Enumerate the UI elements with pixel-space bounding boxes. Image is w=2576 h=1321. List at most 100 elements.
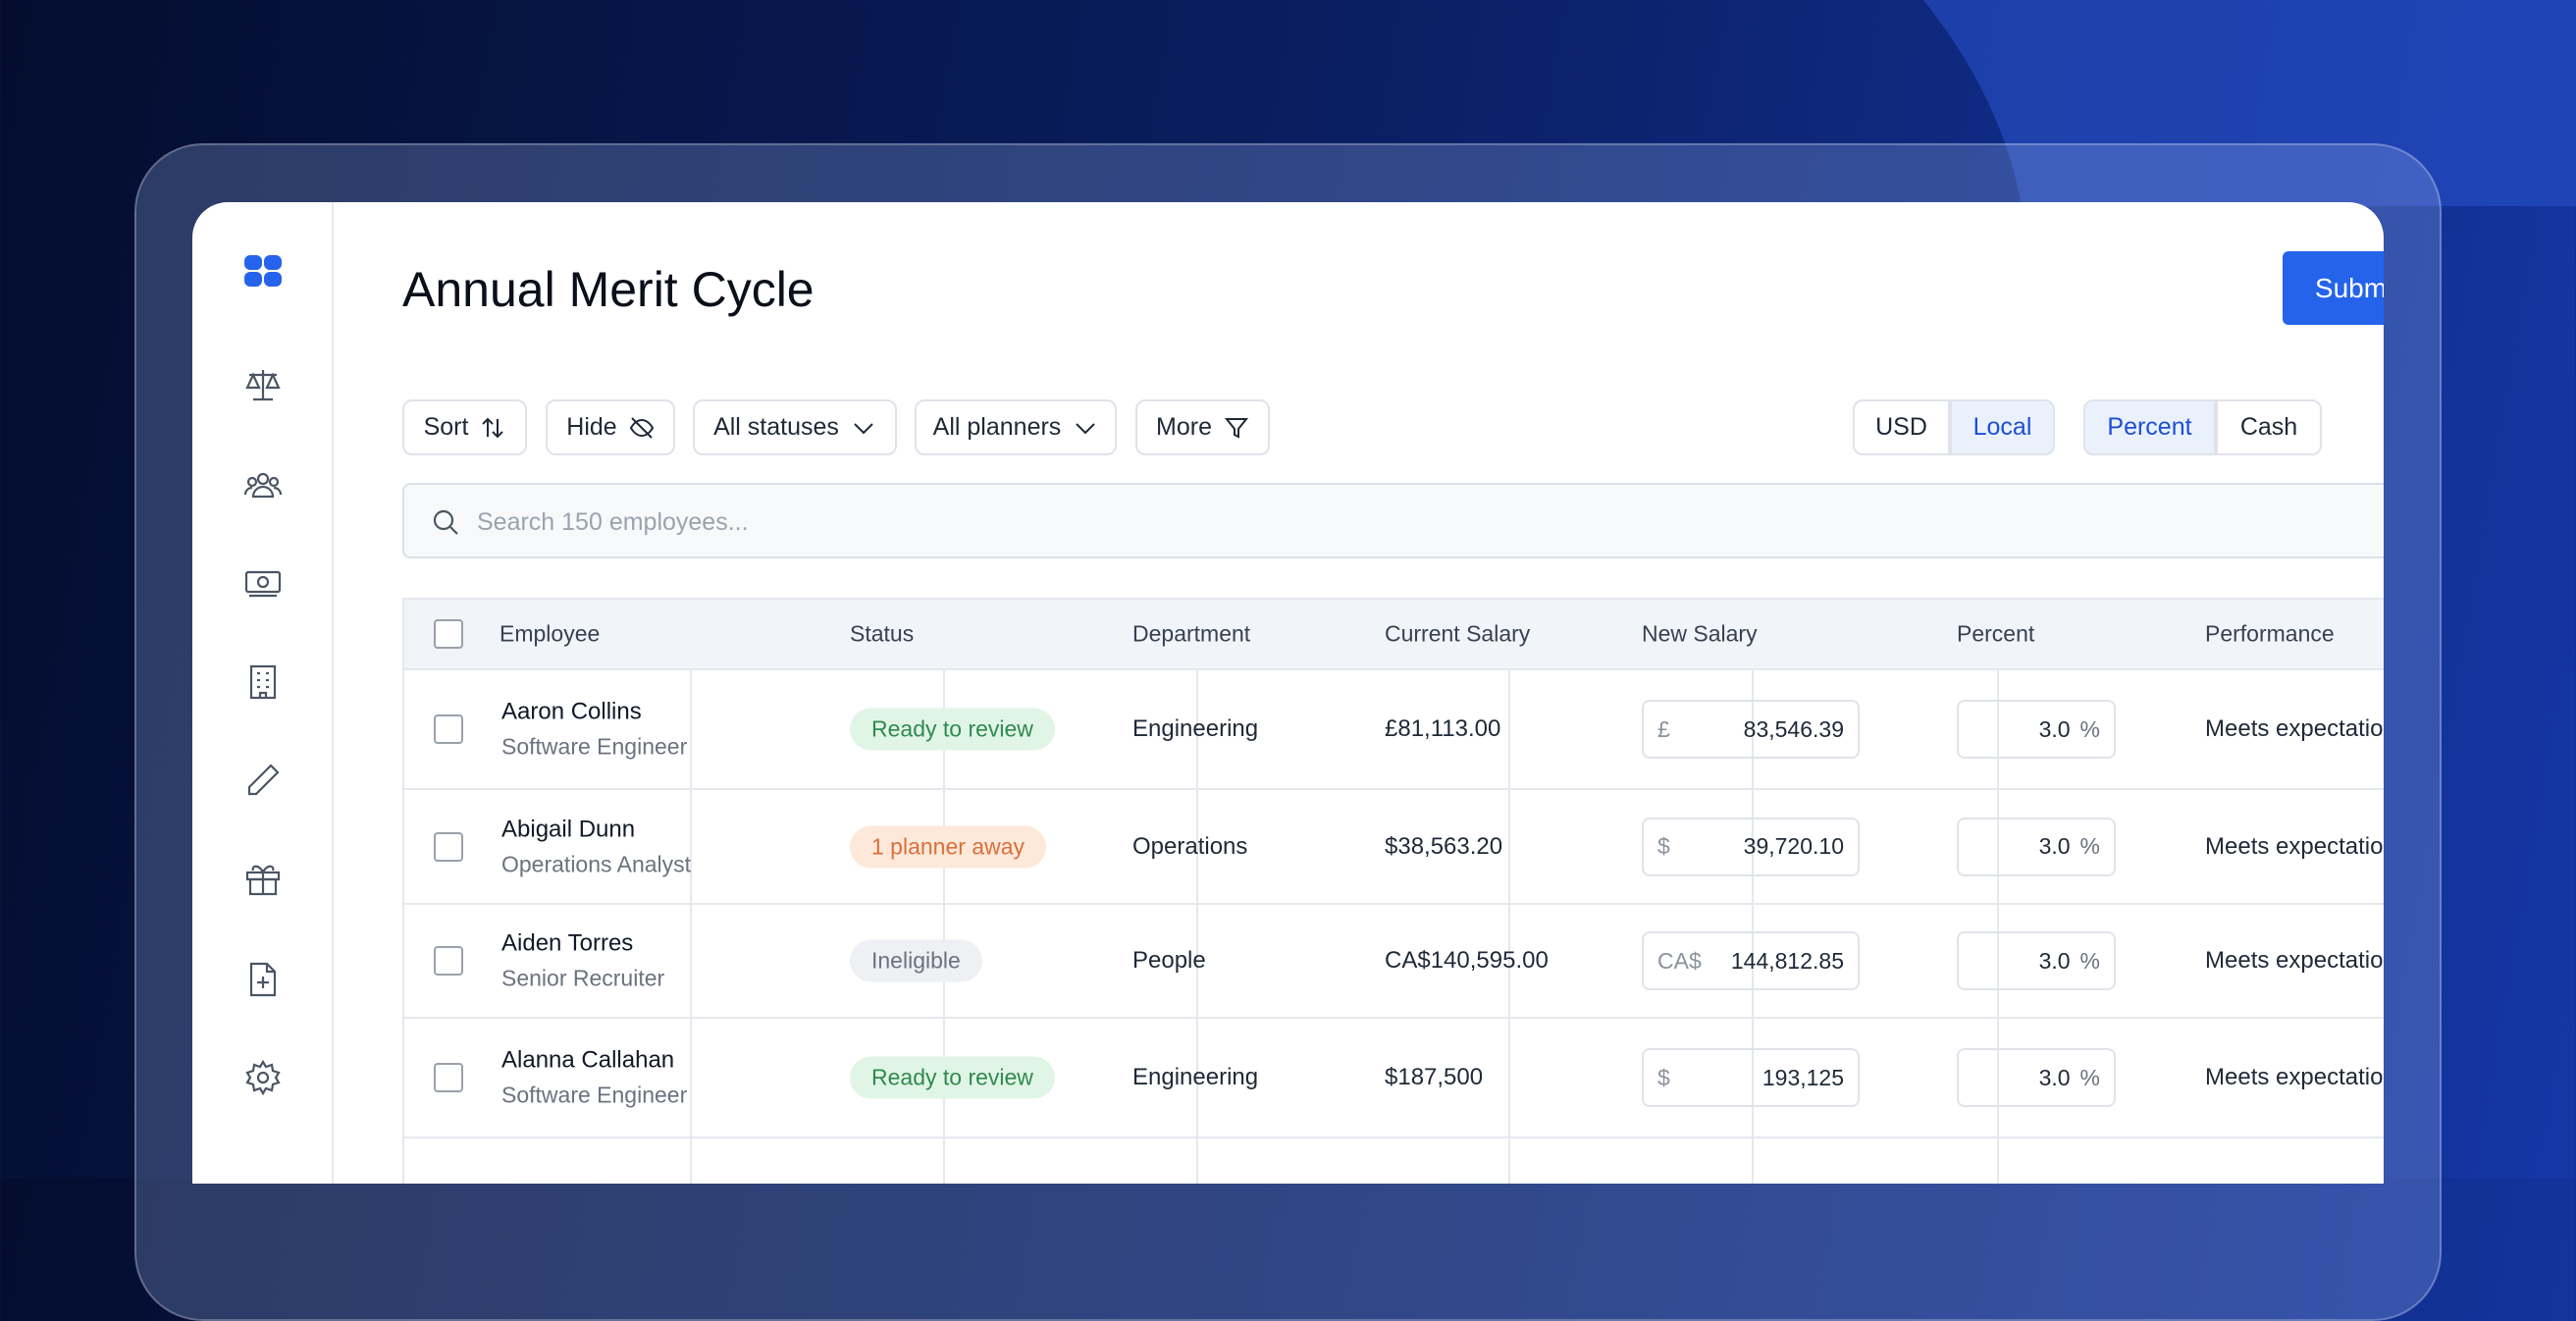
percent-value: 3.0 (2038, 947, 2071, 974)
filter-button[interactable]: All planners (915, 399, 1117, 455)
filter-label: All statuses (713, 413, 839, 441)
percent-input[interactable]: 3.0% (1957, 1048, 2116, 1107)
column-divider (1196, 670, 1198, 788)
column-divider (1508, 670, 1510, 788)
column-divider (1752, 905, 1754, 1017)
employee-cell: Alanna Callahan Software Engineer (501, 1047, 687, 1109)
search-box[interactable]: Search 150 employees... (402, 483, 2384, 558)
employee-name: Alanna Callahan (501, 1046, 675, 1074)
table-row: Abigail Dunn Operations Analyst 1 planner … (402, 790, 2384, 905)
column-divider (1997, 790, 1999, 903)
column-divider (1508, 905, 1510, 1017)
new-salary-input[interactable]: £83,546.39 (1642, 700, 1860, 759)
nav-icon[interactable] (243, 1058, 283, 1097)
checkbox[interactable] (434, 1063, 463, 1092)
new-salary-input[interactable]: CA$ 144,812.85 (1642, 931, 1860, 990)
filter-label: All planners (932, 413, 1062, 441)
percent-unit: % (2079, 833, 2100, 859)
status-badge: Ready to review (850, 1056, 1055, 1099)
mode-toggle[interactable]: Cash (2216, 399, 2322, 455)
column-divider (1752, 670, 1754, 788)
filter-button[interactable]: More (1135, 399, 1270, 455)
column-header: Percent (1957, 620, 2035, 647)
logo (244, 255, 282, 287)
filter-button[interactable]: Sort (402, 399, 527, 455)
new-salary: 39,720.10 (1743, 833, 1844, 859)
nav-icon[interactable] (243, 761, 283, 800)
table-row: Alanna Callahan Software Engineer Ready to… (402, 1019, 2384, 1138)
column-divider (1196, 1138, 1198, 1184)
filter-button[interactable]: All statuses (693, 399, 897, 455)
employee-cell: Aiden Torres Senior Recruiter (501, 930, 664, 992)
search-icon (433, 509, 458, 535)
column-divider (1508, 790, 1510, 903)
percent-input[interactable]: 3.0% (1957, 700, 2116, 759)
submit-button[interactable]: Submit (2283, 251, 2384, 325)
nav-icon[interactable] (243, 365, 283, 404)
nav-icon[interactable] (243, 662, 283, 702)
new-salary: 144,812.85 (1730, 947, 1844, 974)
filter-button[interactable]: Hide (546, 399, 675, 455)
checkbox[interactable] (434, 946, 463, 976)
button-icon (629, 416, 654, 439)
department: Engineering (1132, 715, 1259, 742)
current-salary: $38,563.20 (1385, 832, 1503, 860)
current-salary: $187,500 (1385, 1064, 1484, 1090)
column-header: Department (1132, 620, 1251, 647)
column-header: Performance (2205, 620, 2335, 647)
status-badge: Ready to review (850, 708, 1055, 751)
performance: Meets expectations (2205, 715, 2384, 742)
mode-toggle[interactable]: Percent (2083, 399, 2216, 455)
column-divider (1508, 1019, 1510, 1136)
checkbox[interactable] (434, 831, 463, 862)
sidebar (192, 202, 334, 1184)
currency-symbol: $ (1657, 1064, 1670, 1090)
percent-input[interactable]: 3.0% (1957, 817, 2116, 876)
column-divider (1997, 670, 1999, 788)
table-row (402, 1138, 2384, 1184)
employee-title: Senior Recruiter (501, 965, 665, 991)
new-salary: 193,125 (1761, 1064, 1844, 1090)
filter-label: Hide (566, 413, 617, 441)
nav-icon[interactable] (243, 563, 283, 603)
checkbox[interactable] (434, 714, 463, 744)
column-header: New Salary (1642, 620, 1758, 647)
current-salary: CA$140,595.00 (1385, 947, 1549, 974)
app-panel: Annual Merit Cycle Submit Search 150 emp… (192, 202, 2384, 1184)
employee-name: Abigail Dunn (501, 816, 636, 842)
column-divider (1196, 905, 1198, 1017)
new-salary-input[interactable]: $39,720.10 (1642, 817, 1860, 876)
nav-icon[interactable] (243, 960, 283, 999)
percent-unit: % (2079, 715, 2100, 742)
column-header: Current Salary (1385, 620, 1531, 647)
table-row: Aaron Collins Software Engineer Ready to r… (402, 670, 2384, 790)
column-divider (1997, 905, 1999, 1017)
currency-toggle[interactable]: USD (1853, 399, 1950, 455)
performance: Meets expectations (2205, 832, 2384, 860)
performance: Meets expectations (2205, 947, 2384, 974)
table-row: Aiden Torres Senior Recruiter Ineligible Pe… (402, 905, 2384, 1019)
column-divider (1997, 1019, 1999, 1136)
column-divider (690, 790, 692, 903)
column-divider (1752, 790, 1754, 903)
column-header: Status (850, 620, 915, 647)
employee-title: Software Engineer (501, 733, 688, 760)
percent-value: 3.0 (2038, 715, 2071, 742)
new-salary-input[interactable]: $193,125 (1642, 1048, 1860, 1107)
status-badge: Ineligible (850, 939, 982, 982)
background-shape (1923, 0, 2576, 206)
currency-toggle[interactable]: Local (1950, 399, 2055, 455)
column-header: Employee (499, 620, 601, 647)
employee-cell: Abigail Dunn Operations Analyst (501, 816, 691, 877)
percent-unit: % (2079, 947, 2100, 974)
nav-icon[interactable] (243, 860, 283, 899)
performance: Meets expectations (2205, 1064, 2384, 1090)
percent-unit: % (2079, 1064, 2100, 1090)
employee-cell: Aaron Collins Software Engineer (501, 699, 687, 761)
search-placeholder: Search 150 employees... (477, 508, 749, 536)
percent-input[interactable]: 3.0% (1957, 931, 2116, 990)
checkbox[interactable] (434, 619, 463, 649)
column-divider (690, 1019, 692, 1136)
nav-icon[interactable] (243, 465, 283, 504)
employee-title: Operations Analyst (501, 851, 692, 876)
